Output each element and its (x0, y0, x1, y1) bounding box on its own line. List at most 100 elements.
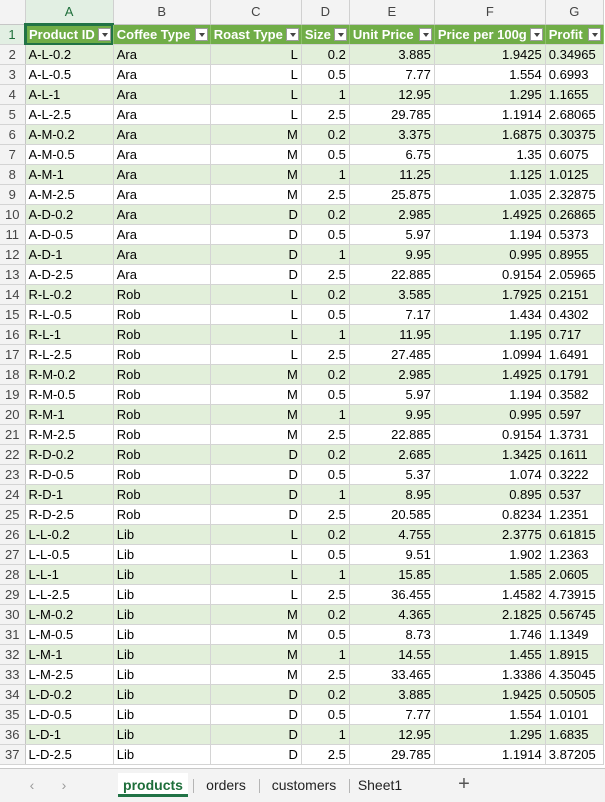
table-cell[interactable]: M (210, 644, 302, 665)
table-cell[interactable]: Rob (113, 424, 211, 445)
row-number[interactable]: 27 (0, 544, 26, 565)
table-cell[interactable]: 1.3731 (545, 424, 604, 445)
table-cell[interactable]: D (210, 224, 302, 245)
table-cell[interactable]: 4.73915 (545, 584, 604, 605)
table-cell[interactable]: 0.5 (301, 304, 350, 325)
row-number[interactable]: 23 (0, 464, 26, 485)
table-cell[interactable]: 2.5 (301, 584, 350, 605)
table-cell[interactable]: M (210, 624, 302, 645)
row-number[interactable]: 26 (0, 524, 26, 545)
table-cell[interactable]: 0.3222 (545, 464, 604, 485)
table-cell[interactable]: Ara (113, 104, 211, 125)
table-cell[interactable]: Lib (113, 644, 211, 665)
table-cell[interactable]: Rob (113, 304, 211, 325)
table-cell[interactable]: 1.1655 (545, 84, 604, 105)
filter-dropdown-icon[interactable] (529, 27, 543, 41)
column-letter-f[interactable]: F (434, 0, 546, 25)
row-number[interactable]: 37 (0, 744, 26, 765)
table-cell[interactable]: M (210, 664, 302, 685)
table-cell[interactable]: Lib (113, 564, 211, 585)
table-cell[interactable]: M (210, 384, 302, 405)
table-cell[interactable]: Ara (113, 44, 211, 65)
table-cell[interactable]: 2.5 (301, 344, 350, 365)
table-cell[interactable]: R-D-1 (25, 484, 114, 505)
table-cell[interactable]: 14.55 (349, 644, 435, 665)
row-number[interactable]: 17 (0, 344, 26, 365)
filter-dropdown-icon[interactable] (97, 28, 111, 41)
table-cell[interactable]: 1.0101 (545, 704, 604, 725)
table-cell[interactable]: Lib (113, 604, 211, 625)
table-cell[interactable]: D (210, 444, 302, 465)
table-cell[interactable]: D (210, 724, 302, 745)
table-cell[interactable]: 1.455 (434, 644, 546, 665)
table-cell[interactable]: 1 (301, 164, 350, 185)
table-cell[interactable]: A-D-1 (25, 244, 114, 265)
table-cell[interactable]: Ara (113, 264, 211, 285)
row-number[interactable]: 25 (0, 504, 26, 525)
table-cell[interactable]: 1 (301, 324, 350, 345)
table-cell[interactable]: 2.1825 (434, 604, 546, 625)
row-number[interactable]: 36 (0, 724, 26, 745)
table-cell[interactable]: D (210, 204, 302, 225)
table-cell[interactable]: 0.2 (301, 524, 350, 545)
table-cell[interactable]: 0.5 (301, 624, 350, 645)
table-cell[interactable]: 2.05965 (545, 264, 604, 285)
column-letter-e[interactable]: E (349, 0, 435, 25)
table-cell[interactable]: 1.4582 (434, 584, 546, 605)
table-cell[interactable]: L-D-2.5 (25, 744, 114, 765)
table-cell[interactable]: 1.295 (434, 84, 546, 105)
table-cell[interactable]: 0.9154 (434, 264, 546, 285)
table-cell[interactable]: A-L-0.5 (25, 64, 114, 85)
table-cell[interactable]: 0.56745 (545, 604, 604, 625)
table-cell[interactable]: Lib (113, 724, 211, 745)
table-cell[interactable]: L (210, 544, 302, 565)
table-cell[interactable]: R-L-1 (25, 324, 114, 345)
row-number[interactable]: 20 (0, 404, 26, 425)
select-all-corner[interactable] (0, 0, 26, 25)
table-cell[interactable]: Rob (113, 464, 211, 485)
table-cell[interactable]: Rob (113, 324, 211, 345)
table-cell[interactable]: Ara (113, 224, 211, 245)
table-cell[interactable]: L (210, 564, 302, 585)
table-cell[interactable]: 2.68065 (545, 104, 604, 125)
table-cell[interactable]: L-M-0.2 (25, 604, 114, 625)
table-cell[interactable]: 2.5 (301, 664, 350, 685)
row-number[interactable]: 12 (0, 244, 26, 265)
tab-customers[interactable]: customers (271, 777, 337, 793)
filter-dropdown-icon[interactable] (194, 27, 208, 41)
table-cell[interactable]: M (210, 164, 302, 185)
table-cell[interactable]: 8.73 (349, 624, 435, 645)
table-cell[interactable]: 0.9154 (434, 424, 546, 445)
table-cell[interactable]: 0.537 (545, 484, 604, 505)
table-cell[interactable]: L-L-1 (25, 564, 114, 585)
table-cell[interactable]: M (210, 124, 302, 145)
table-cell[interactable]: 8.95 (349, 484, 435, 505)
row-number[interactable]: 15 (0, 304, 26, 325)
row-number[interactable]: 35 (0, 704, 26, 725)
table-cell[interactable]: R-M-0.2 (25, 364, 114, 385)
table-cell[interactable]: 0.5 (301, 464, 350, 485)
table-cell[interactable]: 20.585 (349, 504, 435, 525)
table-cell[interactable]: Rob (113, 344, 211, 365)
row-number[interactable]: 11 (0, 224, 26, 245)
row-number[interactable]: 10 (0, 204, 26, 225)
table-cell[interactable]: 15.85 (349, 564, 435, 585)
table-cell[interactable]: 4.35045 (545, 664, 604, 685)
table-cell[interactable]: 1 (301, 244, 350, 265)
table-cell[interactable]: 4.365 (349, 604, 435, 625)
table-cell[interactable]: 1.746 (434, 624, 546, 645)
chevron-left-icon[interactable]: ‹ (29, 777, 35, 793)
table-cell[interactable]: M (210, 604, 302, 625)
table-cell[interactable]: 0.26865 (545, 204, 604, 225)
table-cell[interactable]: 0.2 (301, 284, 350, 305)
table-cell[interactable]: 22.885 (349, 264, 435, 285)
table-cell[interactable]: M (210, 404, 302, 425)
table-cell[interactable]: 1 (301, 724, 350, 745)
header-cell[interactable]: Price per 100g (434, 24, 546, 45)
table-cell[interactable]: 7.17 (349, 304, 435, 325)
table-cell[interactable]: 1.074 (434, 464, 546, 485)
table-cell[interactable]: D (210, 504, 302, 525)
table-cell[interactable]: 1.0125 (545, 164, 604, 185)
table-cell[interactable]: L-L-2.5 (25, 584, 114, 605)
table-cell[interactable]: L (210, 284, 302, 305)
